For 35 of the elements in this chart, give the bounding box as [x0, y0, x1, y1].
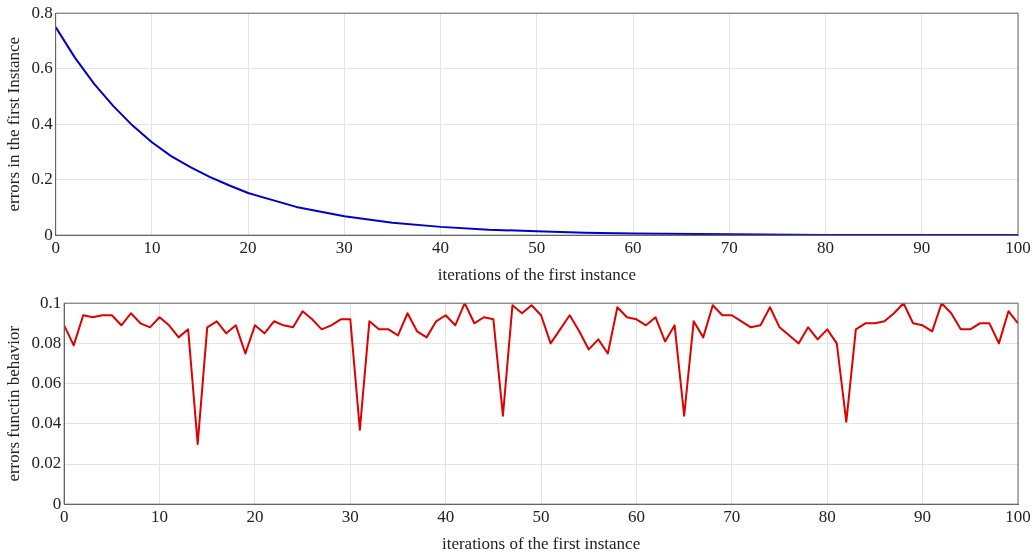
y-tick-label: 0.6	[31, 58, 53, 78]
x-tick-label: 70	[720, 237, 738, 257]
x-tick-label: 100	[1005, 506, 1031, 526]
y-tick-label: 0.04	[31, 413, 62, 433]
y-tick-label: 0	[44, 224, 53, 244]
x-axis-title: iterations of the first instance	[437, 265, 636, 285]
x-tick-label: 10	[151, 506, 169, 526]
y-tick-label: 0.2	[31, 169, 53, 189]
x-tick-label: 10	[143, 237, 161, 257]
x-tick-label: 50	[532, 506, 550, 526]
x-tick-label: 30	[341, 506, 359, 526]
y-tick-label: 0.06	[31, 373, 62, 393]
x-tick-label: 20	[246, 506, 264, 526]
y-axis-title: errors functin behavior	[3, 325, 23, 482]
x-tick-label: 20	[239, 237, 257, 257]
x-tick-label: 90	[914, 506, 932, 526]
y-tick-label: 0.8	[31, 2, 53, 22]
y-axis-title: errors in the first Instance	[3, 36, 23, 212]
y-tick-label: 0.4	[31, 113, 54, 133]
x-tick-label: 60	[627, 506, 645, 526]
x-tick-label: 90	[913, 237, 931, 257]
y-tick-label: 0.02	[31, 453, 62, 473]
x-axis-title: iterations of the first instance	[441, 534, 641, 554]
x-tick-label: 100	[1005, 237, 1031, 257]
x-tick-label: 70	[723, 506, 741, 526]
x-tick-label: 80	[817, 237, 835, 257]
y-tick-label: 0.1	[39, 292, 62, 312]
x-tick-label: 60	[624, 237, 642, 257]
y-tick-label: 0	[52, 493, 62, 513]
x-tick-label: 50	[528, 237, 546, 257]
x-tick-label: 40	[432, 237, 450, 257]
x-tick-label: 40	[437, 506, 455, 526]
x-tick-label: 80	[818, 506, 836, 526]
y-tick-label: 0.08	[31, 332, 62, 352]
x-tick-label: 30	[335, 237, 353, 257]
